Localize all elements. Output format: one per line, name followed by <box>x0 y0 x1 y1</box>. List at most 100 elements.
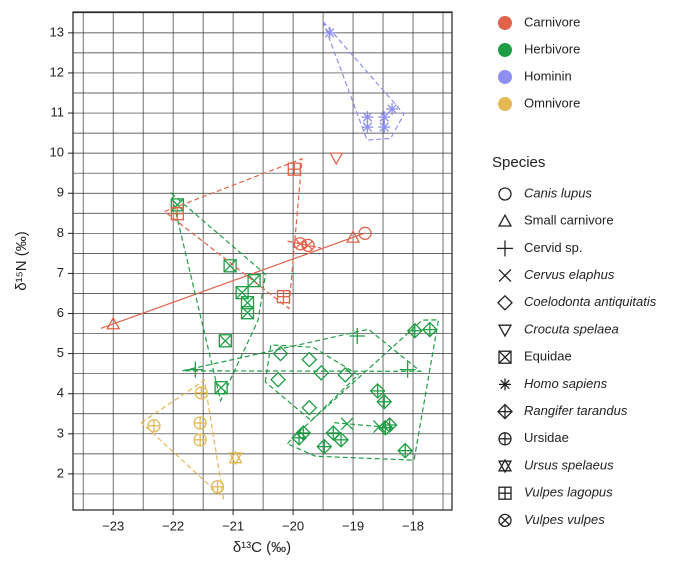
y-tick-label: 12 <box>50 64 64 79</box>
legend-marker <box>497 324 513 338</box>
data-point <box>106 316 121 330</box>
marker-part <box>301 238 315 253</box>
legend-label: Crocuta spelaea <box>524 321 619 336</box>
x-tick-label: −19 <box>342 518 364 533</box>
data-point <box>340 417 354 431</box>
legend-marker <box>497 240 513 257</box>
legend-label: Canis lupus <box>524 185 592 200</box>
legend-marker <box>497 458 513 474</box>
y-tick-label: 4 <box>57 385 64 400</box>
marker-part <box>223 259 237 273</box>
marker-part <box>498 187 512 201</box>
marker-part <box>228 452 243 466</box>
legend-label: Vulpes lagopus <box>524 485 613 500</box>
marker-part <box>500 515 510 526</box>
legend-marker <box>498 350 512 364</box>
y-tick-label: 2 <box>57 465 64 480</box>
data-point <box>147 419 161 433</box>
marker-part <box>223 259 237 273</box>
legend-label: Rangifer tarandus <box>524 403 628 418</box>
data-point <box>323 26 336 39</box>
data-point <box>333 431 349 448</box>
marker-part <box>214 381 228 395</box>
data-point <box>193 433 207 447</box>
data-point <box>272 345 289 362</box>
legend-label: Ursus spelaeus <box>524 457 614 472</box>
marker-part <box>498 269 512 283</box>
marker-part <box>498 350 512 364</box>
data-point <box>378 111 391 124</box>
data-point <box>377 419 394 436</box>
legend-marker <box>497 294 513 311</box>
data-point <box>228 450 243 466</box>
marker-part <box>498 513 512 528</box>
group-outline <box>140 379 225 500</box>
marker-part <box>270 371 287 388</box>
marker-part <box>497 324 513 338</box>
x-axis-label: δ¹³C (‰) <box>233 539 291 556</box>
data-point <box>337 366 354 383</box>
y-axis-label: δ¹⁵N (‰) <box>13 231 30 291</box>
y-tick-label: 13 <box>50 24 64 39</box>
data-point <box>376 393 393 410</box>
y-tick-label: 8 <box>57 225 64 240</box>
legend-label: Homo sapiens <box>524 376 608 391</box>
marker-part <box>303 240 313 251</box>
marker-part <box>301 399 318 416</box>
data-point <box>313 364 330 381</box>
marker-part <box>362 122 373 132</box>
y-tick-label: 3 <box>57 425 64 440</box>
y-tick-label: 6 <box>57 305 64 320</box>
data-point <box>270 371 287 388</box>
marker-part <box>337 366 354 383</box>
marker-part <box>340 417 354 431</box>
legend-label: Herbivore <box>524 41 580 56</box>
marker-part <box>387 104 397 114</box>
x-tick-label: −18 <box>402 518 424 533</box>
data-point <box>276 290 291 304</box>
data-point <box>349 327 366 344</box>
x-tick-label: −20 <box>282 518 304 533</box>
group-outline <box>182 328 423 372</box>
marker-part <box>362 112 373 122</box>
y-tick-label: 10 <box>50 145 64 160</box>
marker-part <box>497 213 513 227</box>
data-point <box>223 259 237 273</box>
marker-part <box>301 351 318 368</box>
marker-part <box>218 334 232 348</box>
data-point <box>361 111 374 124</box>
x-tick-label: −23 <box>102 518 124 533</box>
data-point <box>301 238 315 253</box>
data-point <box>210 480 225 494</box>
data-point <box>316 438 333 455</box>
legend-swatch <box>498 16 512 30</box>
data-point <box>194 386 208 400</box>
data-point <box>399 361 416 378</box>
data-point <box>421 321 438 338</box>
legend-label: Carnivore <box>524 14 580 29</box>
marker-part <box>247 274 261 288</box>
y-tick-label: 11 <box>51 104 65 119</box>
data-point <box>218 334 232 348</box>
data-point <box>214 381 228 395</box>
legend-label: Equidae <box>524 349 572 364</box>
marker-part <box>313 364 330 381</box>
y-tick-label: 7 <box>57 265 64 280</box>
x-tick-label: −21 <box>222 518 244 533</box>
group-outline <box>163 157 303 310</box>
data-point <box>301 399 318 416</box>
legend-marker <box>498 187 512 201</box>
marker-part <box>324 28 335 38</box>
data-point <box>170 207 184 221</box>
data-point <box>293 237 307 251</box>
legend-label: Cervus elaphus <box>524 267 615 282</box>
data-point <box>329 152 344 166</box>
legend-marker <box>498 269 512 283</box>
legend-label: Hominin <box>524 68 572 83</box>
marker-part <box>235 286 249 300</box>
legend-marker <box>499 378 511 391</box>
data-point <box>378 121 391 134</box>
marker-part <box>240 306 255 320</box>
data-point <box>240 306 255 320</box>
data-point <box>291 429 307 446</box>
